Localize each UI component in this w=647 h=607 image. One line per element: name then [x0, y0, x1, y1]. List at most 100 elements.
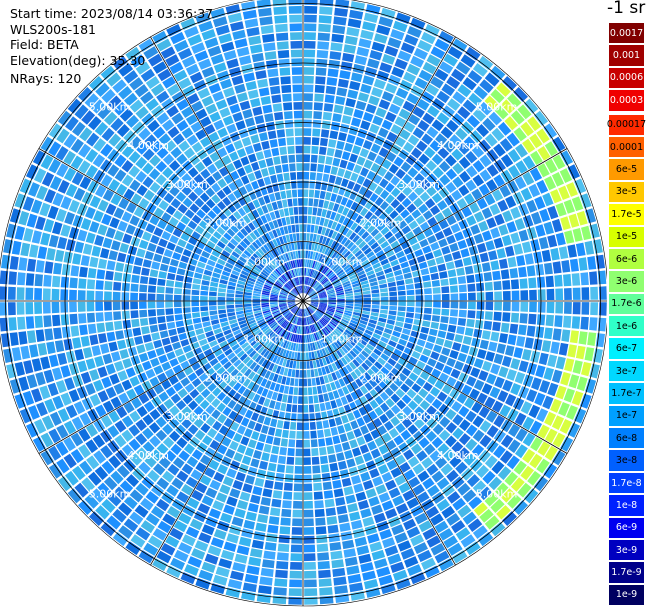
radar-gate	[228, 524, 242, 536]
radar-gate	[308, 259, 312, 268]
radar-gate	[230, 238, 239, 247]
radar-gate	[474, 273, 484, 283]
radar-gate	[251, 241, 260, 250]
radar-gate	[165, 301, 173, 308]
radar-gate	[176, 326, 186, 334]
radar-gate	[293, 307, 299, 314]
radar-gate	[587, 332, 597, 346]
radar-gate	[445, 409, 457, 421]
radar-gate	[274, 313, 282, 319]
radar-gate	[454, 231, 464, 242]
radar-gate	[292, 84, 303, 93]
radar-gate	[528, 183, 541, 198]
radar-gate	[78, 313, 87, 324]
radar-gate	[207, 45, 222, 57]
radar-gate	[346, 27, 360, 37]
radar-gate	[314, 283, 321, 290]
radar-gate	[196, 383, 206, 393]
radar-gate	[285, 322, 291, 330]
radar-gate	[44, 261, 54, 274]
radar-gate	[402, 186, 413, 197]
radar-gate	[439, 416, 451, 428]
radar-gate	[303, 500, 313, 509]
radar-gate	[335, 286, 343, 291]
range-label: 1.00km	[321, 255, 363, 268]
radar-gate	[78, 500, 93, 515]
radar-gate	[105, 270, 114, 281]
radar-gate	[243, 344, 252, 353]
radar-gate	[196, 241, 206, 250]
radar-gate	[122, 273, 132, 283]
radar-gate	[103, 476, 118, 491]
radar-gate	[469, 388, 480, 400]
radar-gate	[589, 271, 598, 285]
radar-gate	[261, 257, 269, 265]
radar-gate	[430, 46, 446, 59]
radar-gate	[337, 514, 349, 524]
radar-gate	[22, 196, 35, 212]
radar-gate	[436, 477, 450, 490]
radar-gate	[298, 206, 303, 215]
radar-gate	[196, 352, 206, 361]
radar-gate	[245, 80, 257, 91]
radar-gate	[220, 274, 229, 281]
radar-gate	[110, 470, 124, 485]
radar-gate	[536, 179, 549, 194]
radar-gate	[373, 558, 388, 569]
radar-gate	[218, 166, 229, 177]
radar-gate	[319, 244, 324, 253]
radar-gate	[310, 298, 319, 301]
radar-gate	[355, 328, 364, 335]
radar-gate	[485, 351, 495, 362]
radar-gate	[275, 326, 282, 334]
radar-gate	[63, 150, 76, 165]
radar-gate	[150, 83, 165, 97]
radar-gate	[259, 132, 268, 142]
radar-gate	[226, 123, 237, 134]
radar-gate	[133, 384, 145, 396]
radar-gate	[500, 488, 515, 503]
radar-gate	[169, 235, 179, 244]
radar-gate	[191, 42, 206, 54]
radar-gate	[319, 402, 326, 412]
radar-gate	[292, 395, 298, 404]
radar-gate	[551, 369, 563, 384]
radar-gate	[152, 558, 168, 572]
radar-gate	[341, 346, 349, 354]
radar-gate	[374, 456, 385, 467]
radar-gate	[238, 128, 249, 139]
radar-gate	[569, 330, 579, 344]
radar-gate	[314, 312, 321, 319]
radar-gate	[273, 258, 280, 267]
radar-gate	[218, 425, 229, 436]
radar-gate	[363, 332, 372, 340]
radar-gate	[9, 208, 21, 224]
radar-gate	[100, 143, 113, 157]
radar-gate	[149, 215, 160, 226]
radar-gate	[357, 463, 368, 474]
radar-gate	[334, 149, 343, 159]
radar-gate	[408, 356, 418, 366]
radar-gate	[237, 425, 246, 435]
radar-gate	[373, 512, 386, 524]
radar-gate	[585, 208, 597, 224]
radar-gate	[241, 341, 250, 349]
radar-gate	[307, 250, 311, 259]
radar-gate	[210, 314, 219, 321]
radar-gate	[292, 289, 298, 296]
radar-gate	[158, 354, 168, 364]
radar-gate	[266, 471, 276, 481]
radar-gate	[581, 287, 590, 300]
radar-gate	[345, 393, 354, 403]
radar-gate	[395, 321, 404, 328]
radar-gate	[373, 33, 388, 44]
radar-gate	[379, 529, 393, 540]
radar-gate	[242, 9, 257, 20]
radar-gate	[3, 239, 13, 254]
radar-gate	[359, 218, 368, 227]
radar-gate	[168, 328, 177, 337]
radar-gate	[60, 196, 72, 210]
radar-gate	[118, 525, 134, 539]
radar-gate	[490, 498, 505, 513]
